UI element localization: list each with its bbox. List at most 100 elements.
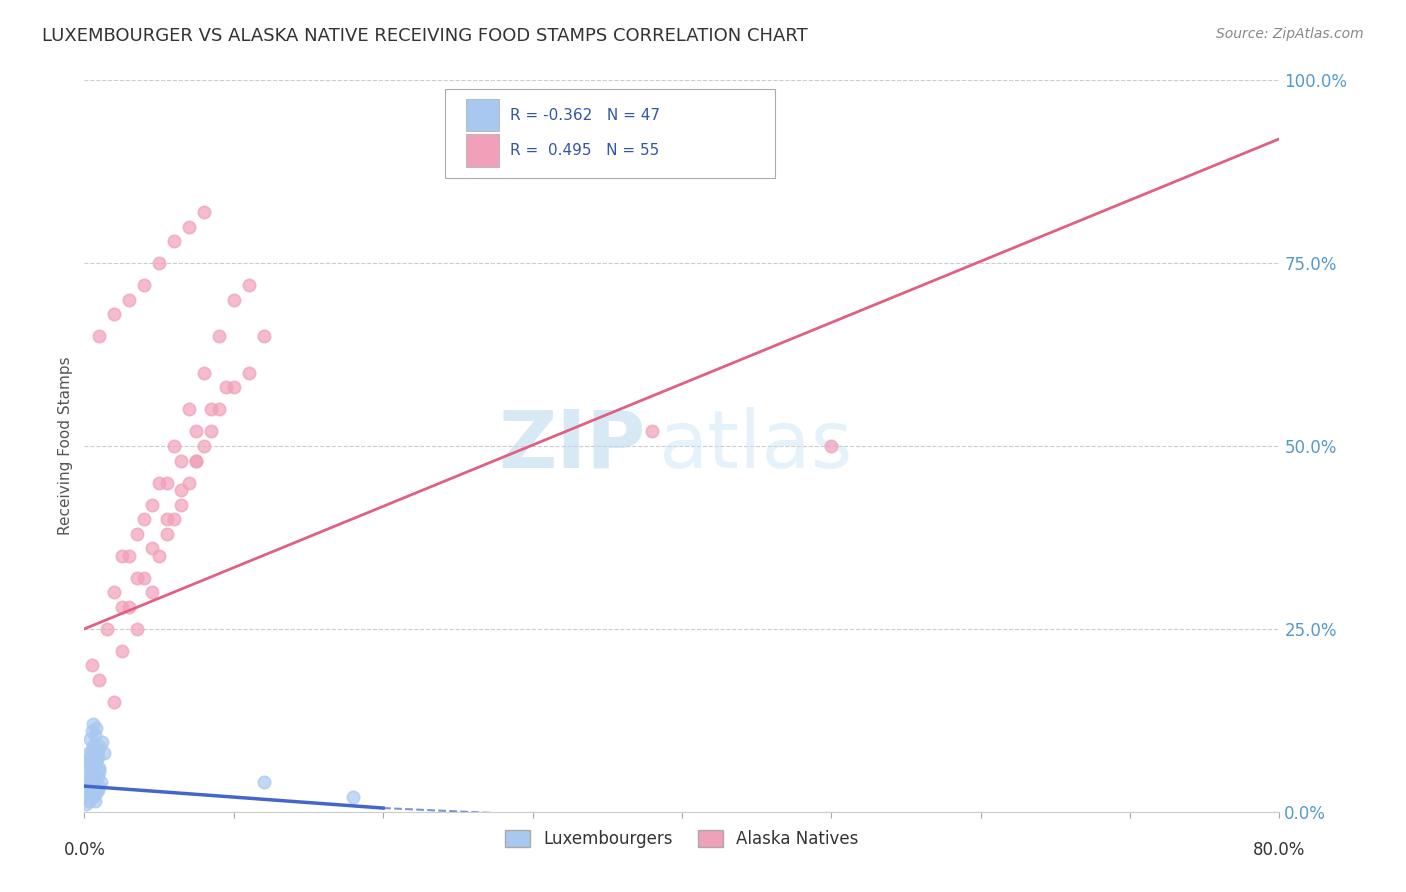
FancyBboxPatch shape [465, 135, 499, 167]
Point [82, 717, 104, 731]
Point [89, 739, 111, 753]
Point [77, 757, 100, 772]
Point [141, 541, 163, 556]
Point [103, 695, 125, 709]
Text: 80.0%: 80.0% [1253, 841, 1306, 859]
Point [87, 782, 110, 797]
Point [83, 779, 105, 793]
Point [91, 735, 114, 749]
Point [118, 293, 141, 307]
Point [86, 749, 108, 764]
Point [186, 453, 208, 467]
Point [80, 782, 103, 797]
Point [193, 366, 215, 380]
Point [820, 439, 842, 453]
FancyBboxPatch shape [446, 89, 775, 178]
Text: R =  0.495   N = 55: R = 0.495 N = 55 [510, 143, 659, 158]
Point [208, 402, 231, 417]
Point [238, 278, 260, 293]
Point [89, 673, 111, 687]
Point [103, 307, 125, 321]
Point [177, 402, 200, 417]
Point [155, 475, 177, 490]
Point [75, 761, 97, 775]
Point [111, 599, 134, 614]
Point [83, 728, 105, 742]
Point [215, 380, 238, 394]
Point [83, 757, 105, 772]
Point [222, 380, 245, 394]
Point [193, 205, 215, 219]
Point [163, 512, 186, 526]
Point [76, 790, 98, 805]
Text: atlas: atlas [658, 407, 852, 485]
Point [125, 526, 148, 541]
Point [80, 761, 103, 775]
Point [86, 754, 108, 768]
Point [86, 787, 108, 801]
Point [238, 366, 260, 380]
Point [82, 775, 104, 789]
Point [200, 425, 222, 439]
Point [170, 453, 193, 467]
Point [80, 658, 103, 673]
Point [170, 498, 193, 512]
Point [76, 764, 98, 779]
Point [77, 746, 100, 760]
Point [77, 794, 100, 808]
Point [200, 402, 222, 417]
Point [86, 772, 108, 786]
Y-axis label: Receiving Food Stamps: Receiving Food Stamps [58, 357, 73, 535]
Text: R = -0.362   N = 47: R = -0.362 N = 47 [510, 108, 659, 123]
Point [155, 526, 177, 541]
Point [77, 779, 100, 793]
Point [186, 425, 208, 439]
Point [141, 498, 163, 512]
Legend: Luxembourgers, Alaska Natives: Luxembourgers, Alaska Natives [499, 823, 865, 855]
Point [79, 772, 101, 786]
Point [155, 512, 177, 526]
Text: Source: ZipAtlas.com: Source: ZipAtlas.com [1216, 27, 1364, 41]
Point [96, 622, 118, 636]
Point [103, 585, 125, 599]
Point [118, 549, 141, 563]
Point [125, 622, 148, 636]
Point [79, 731, 101, 746]
Point [186, 453, 208, 467]
Point [148, 475, 170, 490]
FancyBboxPatch shape [465, 99, 499, 131]
Text: 0.0%: 0.0% [63, 841, 105, 859]
Point [208, 329, 231, 343]
Point [80, 768, 103, 782]
Text: ZIP: ZIP [499, 407, 647, 485]
Point [89, 329, 111, 343]
Point [87, 742, 110, 756]
Point [177, 219, 200, 234]
Point [132, 571, 156, 585]
Point [87, 768, 110, 782]
Point [80, 742, 103, 756]
Point [79, 787, 101, 801]
Point [132, 512, 156, 526]
Point [90, 775, 112, 789]
Point [253, 775, 276, 789]
Point [125, 571, 148, 585]
Point [132, 278, 156, 293]
Point [89, 779, 111, 793]
Point [83, 794, 105, 808]
Point [82, 764, 104, 779]
Point [79, 749, 101, 764]
Point [75, 797, 97, 812]
Point [82, 739, 104, 753]
Point [193, 439, 215, 453]
Point [111, 549, 134, 563]
Point [83, 746, 105, 760]
Point [89, 761, 111, 775]
Point [170, 483, 193, 497]
Point [87, 749, 110, 764]
Point [163, 439, 186, 453]
Point [177, 475, 200, 490]
Point [148, 549, 170, 563]
Point [76, 775, 98, 789]
Point [141, 585, 163, 599]
